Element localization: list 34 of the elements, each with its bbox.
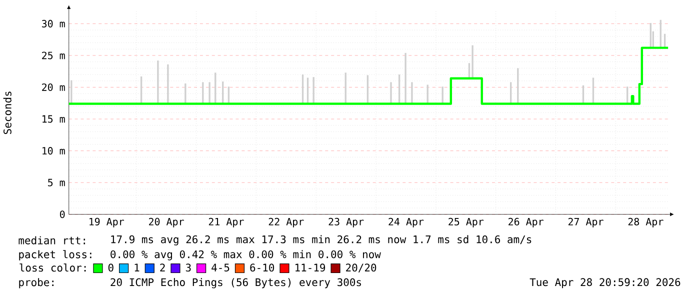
legend-title: loss color: bbox=[20, 263, 86, 272]
y-tick-label: 15 m bbox=[42, 115, 65, 123]
x-tick-label: 21 Apr bbox=[208, 218, 244, 228]
x-tick-label: 22 Apr bbox=[268, 218, 304, 228]
x-tick-label: 20 Apr bbox=[149, 218, 184, 228]
text: 0.00 % avg 0.42 % max 0.00 % min 0.00 % now bbox=[110, 250, 381, 260]
legend-label: 0 bbox=[108, 264, 114, 272]
x-tick-label: 25 Apr bbox=[448, 218, 484, 228]
x-tick-label: 19 Apr bbox=[90, 218, 124, 228]
text: median rtt: bbox=[18, 236, 86, 244]
y-tick-label: 20 m bbox=[42, 83, 65, 91]
y-tick-label: 25 m bbox=[42, 52, 65, 60]
legend-label: 3 bbox=[186, 264, 191, 272]
legend-label: 4-5 bbox=[212, 264, 230, 272]
x-tick-label: 24 Apr bbox=[388, 218, 424, 228]
text: 20 ICMP Echo Pings (56 Bytes) every 300s bbox=[110, 278, 361, 288]
legend-label: 2 bbox=[160, 264, 165, 272]
x-tick-label: 28 Apr bbox=[628, 218, 664, 228]
text: 17.9 ms avg 26.2 ms max 17.3 ms min 26.2 ms now 1.7 ms sd 10.6 am/s bbox=[111, 235, 532, 246]
legend-label: 11-19 bbox=[296, 264, 326, 272]
text: probe: bbox=[19, 278, 54, 288]
legend-label: 1 bbox=[134, 264, 140, 272]
x-tick-label: 26 Apr bbox=[508, 218, 544, 228]
x-tick-label: 27 Apr bbox=[568, 218, 604, 228]
text: packet loss: bbox=[19, 250, 92, 260]
y-axis-title: Seconds bbox=[3, 92, 12, 134]
y-tick-label: 30 m bbox=[42, 20, 65, 28]
legend-label: 6-10 bbox=[250, 264, 274, 272]
x-tick-label: 23 Apr bbox=[328, 218, 364, 228]
legend-label: 20/20 bbox=[346, 264, 376, 272]
text: Tue Apr 28 20:59:20 2026 bbox=[530, 278, 680, 288]
y-tick-label: 10 m bbox=[42, 146, 65, 155]
y-tick-label: 5 m bbox=[48, 178, 65, 186]
y-tick-label: 0 bbox=[60, 210, 65, 218]
